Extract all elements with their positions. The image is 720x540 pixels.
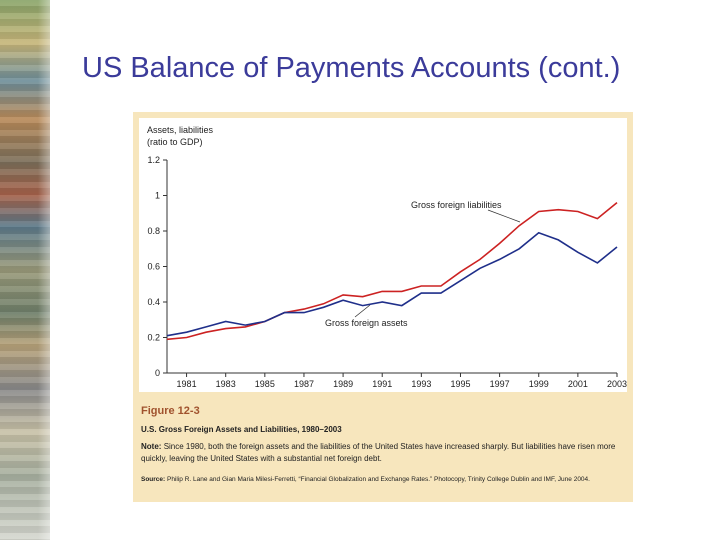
assets-leader-line (354, 304, 371, 318)
source-label: Source: (141, 476, 166, 483)
y-tick-label: 1.2 (147, 155, 160, 165)
slide-title: US Balance of Payments Accounts (cont.) (82, 52, 621, 84)
figure-note: Note: Since 1980, both the foreign asset… (141, 441, 621, 465)
axes: 0 0.2 0.4 0.6 0.8 1 1.2 1981 1983 1985 1987 1989 199… (147, 155, 627, 389)
x-tick-label: 1993 (411, 379, 431, 389)
annotation-gross-foreign-liabilities: Gross foreign liabilities (411, 200, 502, 210)
y-tick-label: 0.6 (147, 262, 160, 272)
annotation-gross-foreign-assets: Gross foreign assets (325, 318, 408, 328)
y-tick-label: 0.8 (147, 226, 160, 236)
y-axis-label-line-2: (ratio to GDP) (147, 137, 203, 147)
x-tick-label: 2001 (568, 379, 588, 389)
series-line-gross-foreign-liabilities (166, 201, 618, 341)
x-tick-label: 1995 (450, 379, 470, 389)
x-tick-label: 1981 (177, 379, 197, 389)
y-axis-label-line-1: Assets, liabilities (147, 125, 214, 135)
figure-number: Figure 12-3 (141, 405, 200, 417)
x-tick-label: 1997 (490, 379, 510, 389)
source-text: Philip R. Lane and Gian Maria Milesi-Fer… (167, 476, 590, 483)
series-lines (166, 201, 618, 341)
side-image-fade (38, 0, 68, 540)
x-tick-label: 1999 (529, 379, 549, 389)
x-tick-label: 2003 (607, 379, 627, 389)
x-tick-label: 1987 (294, 379, 314, 389)
x-tick-label: 1983 (216, 379, 236, 389)
x-tick-label: 1989 (333, 379, 353, 389)
note-label: Note: (141, 442, 162, 451)
y-tick-label: 0.4 (147, 297, 160, 307)
y-tick-label: 0.2 (147, 333, 160, 343)
note-text: Since 1980, both the foreign assets and … (141, 442, 616, 463)
liabilities-leader-line (487, 209, 521, 223)
x-tick-label: 1991 (372, 379, 392, 389)
y-tick-label: 1 (155, 191, 160, 201)
y-tick-label: 0 (155, 368, 160, 378)
plot-area (139, 118, 627, 392)
figure-title: U.S. Gross Foreign Assets and Liabilitie… (141, 425, 342, 434)
figure-source: Source: Philip R. Lane and Gian Maria Mi… (141, 475, 621, 485)
series-line-gross-foreign-assets (166, 231, 618, 337)
x-tick-label: 1985 (255, 379, 275, 389)
